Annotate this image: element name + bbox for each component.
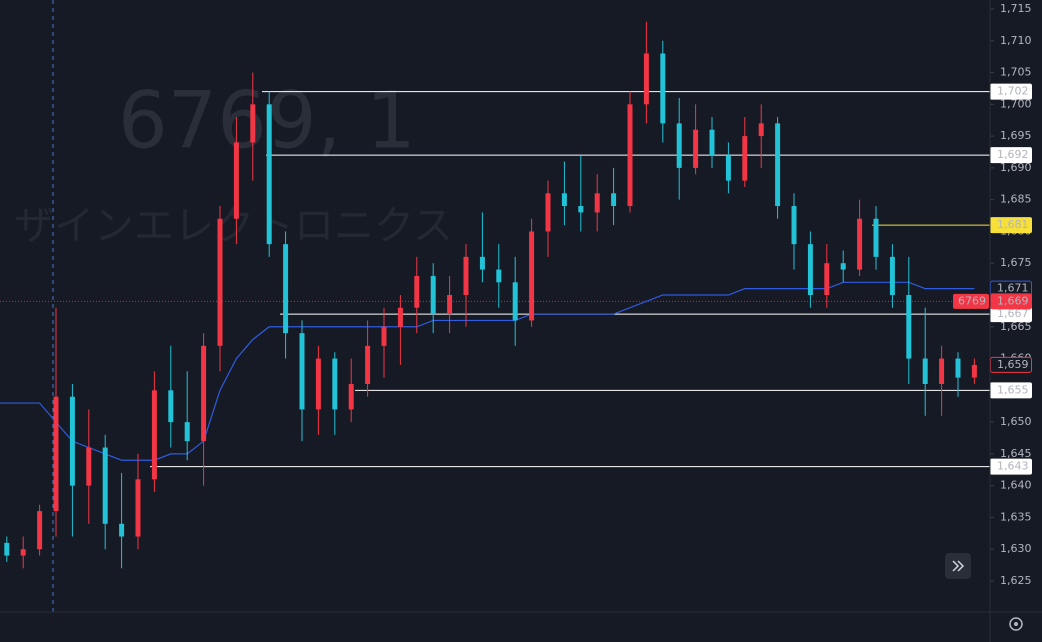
candle-body	[4, 542, 10, 556]
candle-body	[545, 193, 551, 232]
candle-body	[594, 193, 600, 213]
candle-body	[250, 104, 256, 143]
candle-body	[906, 295, 912, 359]
y-tick-label: 1,705	[1000, 66, 1032, 79]
candle-body	[414, 275, 420, 308]
candle-body	[529, 231, 535, 321]
candle-body	[463, 256, 469, 295]
level-label: 1,702	[997, 85, 1029, 98]
candle-body	[840, 263, 846, 270]
candle-body	[627, 104, 633, 207]
watermark-company: ザインエレクトロニクス	[14, 203, 453, 249]
candle-body	[643, 53, 649, 105]
scroll-button[interactable]	[945, 553, 971, 579]
candle-body	[151, 390, 157, 480]
candle-body	[348, 383, 354, 410]
candle-body	[807, 244, 813, 295]
symbol-label: 6769	[958, 294, 986, 307]
y-tick-label: 1,665	[1000, 320, 1032, 333]
candle-body	[873, 218, 879, 257]
candle-body	[430, 275, 436, 315]
candle-body	[37, 511, 43, 550]
level-label: 1,667	[997, 307, 1029, 320]
level-label-box	[990, 147, 1032, 164]
candle-body	[660, 53, 666, 124]
candle-body	[315, 358, 321, 410]
y-tick-label: 1,630	[1000, 542, 1032, 555]
candle-body	[217, 218, 223, 346]
level-label-box	[990, 306, 1032, 323]
vwap-line	[0, 281, 975, 461]
level-label-box	[990, 382, 1032, 399]
candle-body	[102, 447, 108, 524]
candle-body	[857, 218, 863, 270]
y-tick-label: 1,690	[1000, 161, 1032, 174]
level-label-box	[990, 217, 1032, 234]
candle-body	[578, 206, 584, 213]
y-tick-label: 1,710	[1000, 34, 1032, 47]
candle-body	[479, 256, 485, 270]
candle-body	[53, 396, 59, 512]
y-tick-label: 1,640	[1000, 479, 1032, 492]
candle-body	[922, 358, 928, 384]
candle-body	[168, 390, 174, 423]
y-tick-label: 1,695	[1000, 129, 1032, 142]
level-label: 1,692	[997, 148, 1029, 161]
level-label: 1,643	[997, 460, 1029, 473]
candle-body	[135, 479, 141, 537]
y-tick-label: 1,685	[1000, 193, 1032, 206]
candle-body	[86, 447, 92, 486]
candle-body	[20, 549, 26, 556]
y-tick-label: 1,715	[1000, 2, 1032, 15]
candle-body	[775, 123, 781, 207]
time-axis	[0, 612, 1042, 642]
y-tick-label: 1,700	[1000, 97, 1032, 110]
candle-body	[283, 244, 289, 334]
level-label-box	[990, 83, 1032, 100]
symbol-box	[953, 293, 989, 309]
candle-body	[824, 263, 830, 295]
candle-body	[184, 422, 190, 442]
level-label: 1,681	[997, 218, 1029, 231]
level-label: 1,655	[997, 383, 1029, 396]
settings-button[interactable]	[1009, 617, 1023, 631]
candle-body	[742, 136, 748, 181]
candle-body	[791, 206, 797, 245]
y-tick-label: 1,675	[1000, 256, 1032, 269]
candle-body	[496, 269, 502, 283]
candle-body	[365, 345, 371, 384]
y-tick-label: 1,650	[1000, 415, 1032, 428]
candle-body	[725, 155, 731, 181]
price-label: 1,669	[997, 294, 1029, 307]
candle-body	[955, 358, 961, 378]
candle-body	[758, 123, 764, 137]
price-label: 1,671	[997, 282, 1029, 295]
candle-body	[201, 345, 207, 442]
y-tick-label: 1,625	[1000, 574, 1032, 587]
candle-body	[447, 295, 453, 315]
candle-body	[512, 282, 518, 321]
price-label: 1,659	[997, 358, 1029, 371]
y-tick-label: 1,635	[1000, 510, 1032, 523]
candle-body	[397, 307, 403, 327]
candle-body	[709, 129, 715, 156]
candle-body	[69, 396, 75, 486]
candle-body	[299, 333, 305, 410]
candle-body	[939, 358, 945, 384]
candle-body	[266, 104, 272, 245]
candle-body	[693, 129, 699, 168]
candle-body	[889, 256, 895, 295]
candle-body	[233, 142, 239, 219]
y-tick-label: 1,645	[1000, 447, 1032, 460]
candle-body	[676, 123, 682, 168]
candle-body	[611, 193, 617, 207]
candle-body	[332, 358, 338, 410]
candle-body	[381, 326, 387, 346]
candle-body	[561, 193, 567, 207]
level-label-box	[990, 458, 1032, 475]
candle-body	[119, 523, 125, 537]
candle-body	[971, 364, 977, 378]
